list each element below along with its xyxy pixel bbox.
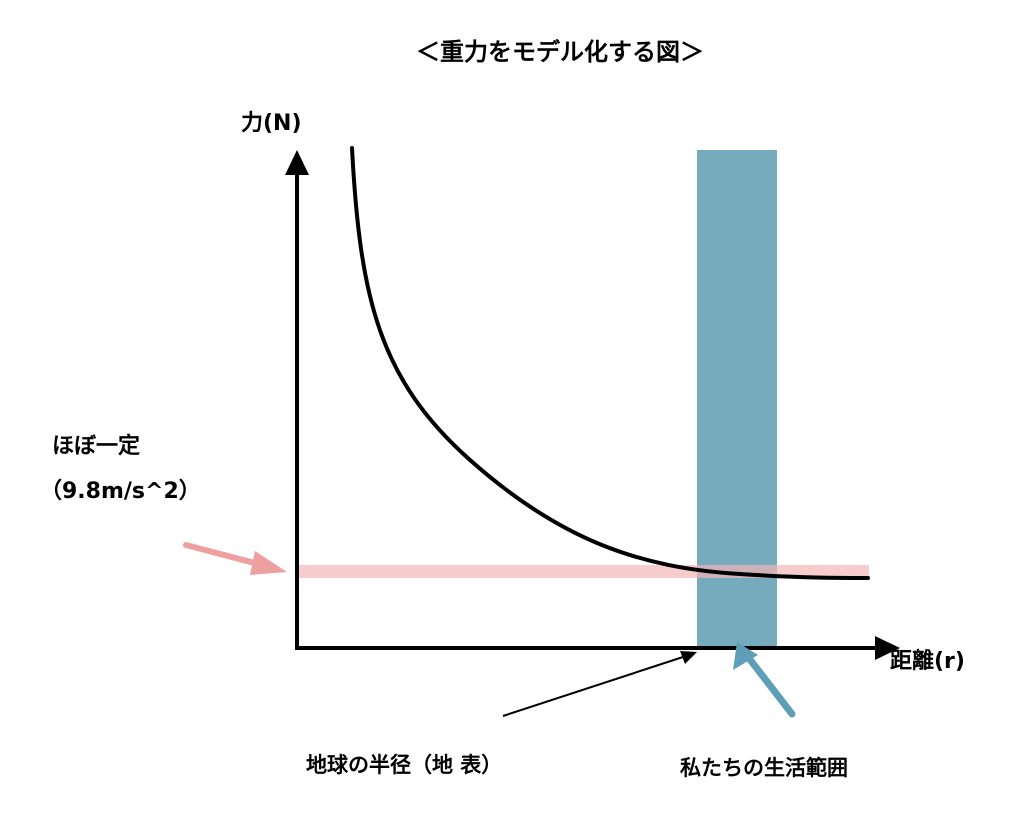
constant-note-line1: ほぼ一定 <box>52 433 140 459</box>
gravity-curve <box>350 146 870 580</box>
constant-pointer-arrow-icon <box>183 542 287 575</box>
living-range-band <box>697 150 777 646</box>
x-axis-label: 距離(r) <box>890 648 965 674</box>
diagram-title: ＜重力をモデル化する図＞ <box>416 38 704 66</box>
living-range-pointer-arrow-icon <box>733 642 796 718</box>
arrow-up-icon <box>285 150 309 175</box>
earth-radius-label: 地球の半径（地 表） <box>306 753 502 777</box>
y-axis-label: 力(N) <box>241 111 302 136</box>
living-range-label: 私たちの生活範囲 <box>680 756 848 780</box>
constant-note-line2: （9.8m/s^2） <box>40 479 201 504</box>
earth-radius-pointer-arrow-icon <box>502 651 697 717</box>
arrow-right-icon <box>875 636 900 660</box>
